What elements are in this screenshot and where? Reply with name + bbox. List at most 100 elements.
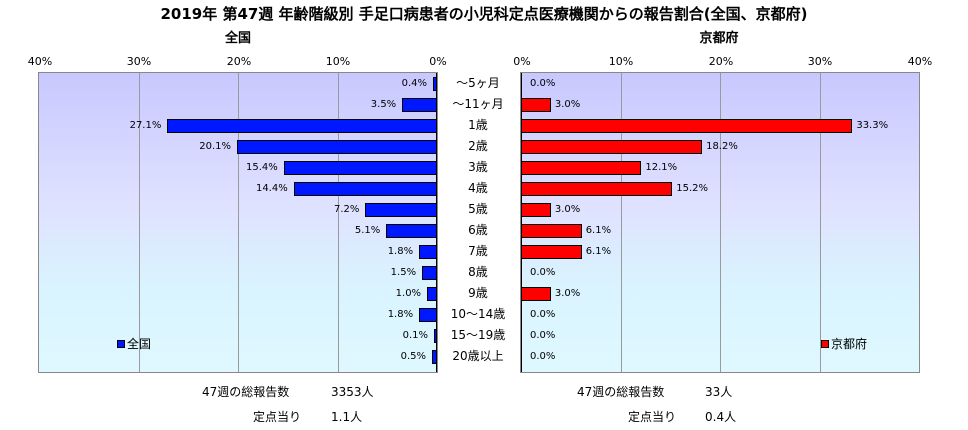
- left-tick-0: 0%: [429, 55, 447, 68]
- national-bar: [293, 181, 437, 196]
- category-label: 1歳: [468, 118, 488, 132]
- national-value-label: 1.5%: [390, 266, 417, 278]
- kyoto-per-value: 0.4人: [705, 410, 737, 424]
- national-value-label: 27.1%: [129, 119, 162, 131]
- national-per-value: 1.1人: [331, 410, 363, 424]
- category-label: 9歳: [468, 286, 488, 300]
- national-legend-swatch: [117, 339, 125, 348]
- kyoto-total-label: 47週の総報告数: [577, 385, 665, 399]
- kyoto-heading: 京都府: [699, 31, 739, 46]
- national-bar: [432, 349, 437, 364]
- kyoto-value-label: 3.0%: [554, 203, 581, 215]
- kyoto-bar: [521, 139, 703, 154]
- kyoto-total-value: 33人: [705, 385, 733, 399]
- gridline: [138, 73, 140, 372]
- category-label: 5歳: [468, 202, 488, 216]
- category-label: 2歳: [468, 139, 488, 153]
- category-label: 20歳以上: [452, 349, 504, 363]
- kyoto-bar: [521, 244, 582, 259]
- national-value-label: 0.5%: [400, 350, 427, 362]
- national-value-label: 3.5%: [370, 98, 397, 110]
- national-legend: 全国: [117, 335, 151, 352]
- national-plot-area: 全国 0.4% 3.5% 27.1% 20.1% 15.4% 14.4% 7.2% 5.1% 1…: [38, 72, 438, 373]
- gridline: [819, 73, 821, 372]
- right-tick-20: 20%: [708, 55, 734, 68]
- left-tick-40: 40%: [27, 55, 53, 68]
- category-label: ～5ヶ月: [456, 76, 500, 90]
- kyoto-bar: [521, 118, 853, 133]
- left-tick-10: 10%: [325, 55, 351, 68]
- national-bar: [283, 160, 437, 175]
- gridline: [238, 73, 239, 372]
- right-tick-0: 0%: [513, 55, 531, 68]
- kyoto-bar: [521, 286, 551, 301]
- national-bar: [167, 118, 437, 133]
- national-value-label: 7.2%: [333, 203, 360, 215]
- category-label: ～11ヶ月: [452, 97, 504, 111]
- national-value-label: 1.8%: [387, 308, 414, 320]
- national-bar: [434, 328, 437, 343]
- category-label: 6歳: [468, 223, 488, 237]
- kyoto-value-label: 0.0%: [530, 266, 556, 278]
- kyoto-per-label: 定点当り: [628, 410, 677, 424]
- national-total-value: 3353人: [331, 385, 374, 399]
- national-value-label: 5.1%: [354, 224, 381, 236]
- kyoto-legend-swatch: [821, 339, 829, 348]
- right-tick-30: 30%: [807, 55, 833, 68]
- kyoto-value-label: 0.0%: [530, 77, 556, 89]
- national-value-label: 20.1%: [199, 140, 232, 152]
- kyoto-bar: [521, 223, 582, 238]
- gridline: [620, 73, 622, 372]
- kyoto-value-label: 0.0%: [530, 308, 556, 320]
- category-label: 15～19歳: [450, 328, 506, 342]
- category-label: 7歳: [468, 244, 488, 258]
- national-bar: [386, 223, 437, 238]
- kyoto-bar: [521, 97, 551, 112]
- kyoto-value-label: 3.0%: [554, 287, 581, 299]
- kyoto-value-label: 3.0%: [554, 98, 581, 110]
- kyoto-bar: [521, 202, 551, 217]
- kyoto-value-label: 12.1%: [645, 161, 678, 173]
- national-value-label: 0.1%: [402, 329, 428, 341]
- kyoto-value-label: 33.3%: [856, 119, 889, 131]
- zero-axis-line: [521, 73, 522, 372]
- kyoto-legend-label: 京都府: [831, 337, 868, 351]
- national-per-label: 定点当り: [253, 410, 302, 424]
- right-tick-40: 40%: [907, 55, 933, 68]
- kyoto-value-label: 18.2%: [706, 140, 738, 152]
- national-total-label: 47週の総報告数: [202, 385, 290, 399]
- gridline: [720, 73, 721, 372]
- chart-title: 2019年 第47週 年齢階級別 手足口病患者の小児科定点医療機関からの報告割合…: [160, 5, 808, 23]
- national-bar: [402, 97, 437, 112]
- national-value-label: 0.4%: [401, 77, 428, 89]
- national-heading: 全国: [224, 31, 251, 46]
- national-bar: [433, 76, 437, 91]
- national-bar: [419, 307, 437, 322]
- national-bar: [237, 139, 437, 154]
- category-label: 4歳: [468, 181, 488, 195]
- kyoto-legend: 京都府: [821, 335, 867, 352]
- kyoto-value-label: 6.1%: [585, 245, 612, 257]
- zero-axis-line: [436, 73, 437, 372]
- kyoto-value-label: 0.0%: [530, 329, 556, 341]
- national-bar: [427, 286, 437, 301]
- kyoto-value-label: 15.2%: [676, 182, 709, 194]
- national-bar: [422, 265, 437, 280]
- national-value-label: 14.4%: [255, 182, 288, 194]
- kyoto-bar: [521, 160, 642, 175]
- right-tick-10: 10%: [608, 55, 634, 68]
- category-label: 10～14歳: [450, 307, 506, 321]
- national-value-label: 1.0%: [395, 287, 422, 299]
- national-value-label: 1.8%: [387, 245, 414, 257]
- national-bar: [419, 244, 437, 259]
- national-bar: [365, 202, 437, 217]
- kyoto-value-label: 0.0%: [530, 350, 556, 362]
- left-tick-20: 20%: [226, 55, 252, 68]
- left-tick-30: 30%: [126, 55, 152, 68]
- national-value-label: 15.4%: [246, 161, 278, 173]
- kyoto-plot-area: 京都府 0.0% 3.0% 33.3% 18.2% 12.1% 15.2% 3.0% 6.1%…: [520, 72, 920, 373]
- gridline: [337, 73, 339, 372]
- kyoto-bar: [521, 181, 673, 196]
- category-label: 3歳: [468, 160, 488, 174]
- category-label: 8歳: [468, 265, 488, 279]
